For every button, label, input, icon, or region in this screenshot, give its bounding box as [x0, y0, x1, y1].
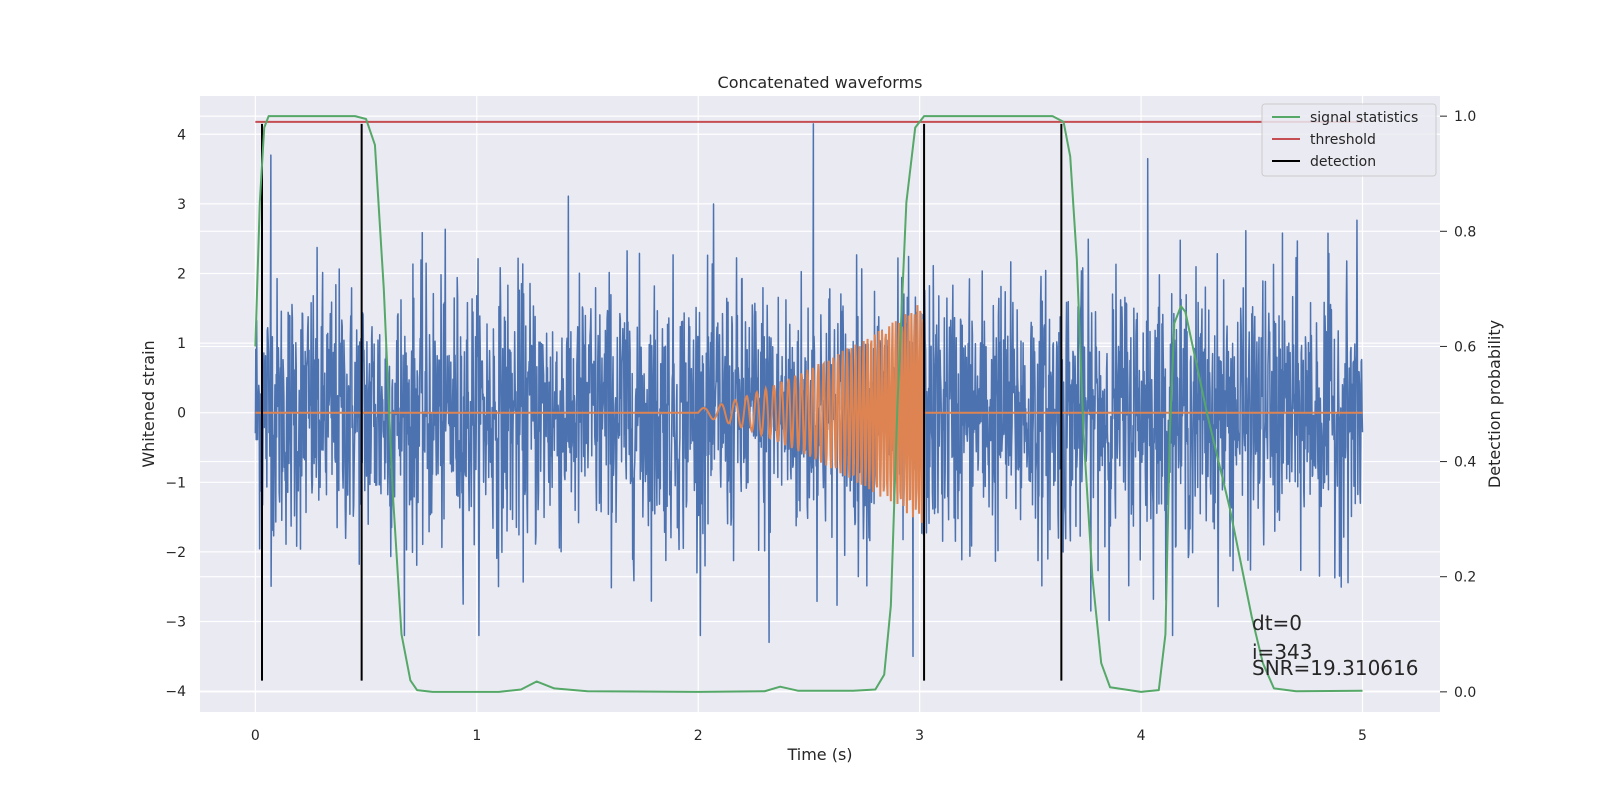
series-layer [254, 115, 1364, 693]
legend-label-detection: detection [1310, 154, 1376, 170]
y-tick-label-right: 0.8 [1454, 224, 1476, 240]
chart-title: Concatenated waveforms [718, 73, 923, 92]
x-axis-label: Time (s) [786, 745, 852, 764]
y-tick-label-right: 0.6 [1454, 339, 1476, 355]
x-tick-label: 0 [251, 728, 260, 744]
annotation-i: i=343 [1252, 640, 1313, 664]
y-tick-label-right: 0.4 [1454, 455, 1476, 471]
y-axis-label-right: Detection probability [1485, 320, 1504, 488]
y-tick-label: −4 [165, 684, 186, 700]
x-tick-label: 2 [694, 728, 703, 744]
y-tick-label: 2 [177, 266, 186, 282]
x-tick-label: 4 [1137, 728, 1146, 744]
y-tick-label-right: 1.0 [1454, 109, 1476, 125]
y-tick-label: 0 [177, 406, 186, 422]
y-tick-label: −3 [165, 615, 186, 631]
annotations: dt=0 i=343 SNR=19.310616 [1252, 611, 1418, 680]
y-tick-label: 4 [177, 127, 186, 143]
y-axis-label: Whitened strain [139, 340, 158, 467]
series-signal-statistics [254, 115, 1363, 693]
legend-box [1261, 103, 1437, 177]
x-tick-label: 5 [1358, 728, 1367, 744]
annotation-snr: SNR=19.310616 [1252, 656, 1418, 680]
y-tick-label-right: 0.2 [1454, 570, 1476, 586]
y-tick-label: 1 [177, 336, 186, 352]
legend-label-signal-statistics: signal statistics [1310, 110, 1418, 126]
y-tick-label: −2 [165, 545, 186, 561]
x-tick-label: 1 [472, 728, 481, 744]
series-template-chirp [255, 305, 1363, 523]
legend-label-threshold: threshold [1310, 132, 1376, 148]
y-tick-label: 3 [177, 197, 186, 213]
y-tick-label-right: 0.0 [1454, 685, 1476, 701]
x-tick-label: 3 [915, 728, 924, 744]
legend: signal statistics threshold detection [1261, 103, 1437, 177]
annotation-dt: dt=0 [1252, 611, 1302, 635]
y-tick-label: −1 [165, 475, 186, 491]
ticks: 0 1 2 3 4 5 −4 −3 −2 −1 0 1 2 3 4 0.0 0.2 0.4 0.6 0.8 1.0 [165, 109, 1476, 744]
